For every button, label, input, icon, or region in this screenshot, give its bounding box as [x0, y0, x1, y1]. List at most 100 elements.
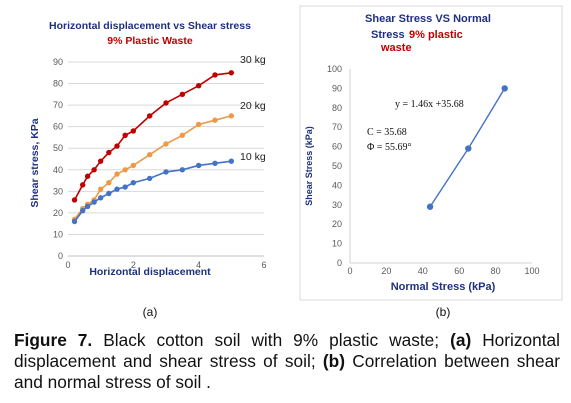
chart-a-point-20-kg-11 [179, 132, 186, 138]
chart-a-subtitle: 9% Plastic Waste [107, 35, 193, 47]
chart-a-point-20-kg-12 [195, 121, 202, 128]
chart-a-y-tick-40: 40 [53, 165, 63, 175]
chart-a-point-30-kg-6 [114, 143, 120, 149]
chart-a-y-tick-80: 80 [53, 79, 63, 89]
chart-b-y-tick-0: 0 [337, 258, 342, 268]
caption-a-label: (a) [450, 330, 472, 350]
chart-a-point-10-kg-14 [228, 158, 235, 164]
chart-b-y-ticks: 0 10 20 30 40 50 60 70 80 90 100 [327, 64, 342, 268]
chart-b-friction-angle: Φ = 55.69° [367, 142, 411, 153]
chart-a-point-10-kg-10 [163, 169, 169, 175]
chart-a-point-10-kg-12 [195, 162, 202, 169]
chart-a-y-tick-90: 90 [53, 57, 63, 67]
chart-a-point-30-kg-4 [97, 158, 104, 164]
chart-a-point-20-kg-6 [114, 171, 120, 177]
chart-a-point-10-kg-7 [122, 184, 128, 190]
chart-a-y-ticks: 0 10 20 30 40 50 60 70 80 90 [53, 57, 63, 261]
chart-b-x-ticks: 0 20 40 60 80 100 [347, 266, 539, 276]
chart-a-point-20-kg-9 [146, 151, 153, 158]
chart-a-point-30-kg-2 [84, 173, 91, 179]
chart-a-point-30-kg-13 [212, 72, 218, 78]
chart-b-y-tick-60: 60 [332, 142, 342, 152]
chart-b-x-tick-0: 0 [347, 266, 352, 276]
chart-a-x-label: Horizontal displacement [89, 266, 211, 278]
chart-a-series-label-30-kg: 30 kg [240, 54, 266, 66]
chart-a-point-10-kg-8 [130, 180, 137, 186]
chart-a-point-10-kg-1 [80, 208, 86, 214]
chart-a-point-30-kg-9 [146, 113, 153, 119]
chart-a-y-tick-50: 50 [53, 143, 63, 153]
chart-a-series-label-20-kg: 20 kg [240, 100, 266, 112]
chart-a-y-label: Shear stress, KPa [29, 118, 41, 207]
chart-a: Horizontal displacement vs Shear stress … [29, 20, 267, 319]
figure: Horizontal displacement vs Shear stress … [29, 5, 563, 319]
chart-a-point-30-kg-7 [122, 132, 128, 138]
chart-a-y-tick-30: 30 [53, 186, 63, 196]
chart-a-point-20-kg-7 [122, 167, 128, 173]
chart-a-point-20-kg-13 [212, 117, 218, 123]
chart-b-axes [349, 69, 532, 264]
chart-a-point-30-kg-5 [106, 149, 112, 156]
chart-a-point-20-kg-8 [130, 162, 137, 169]
chart-a-point-10-kg-0 [71, 218, 78, 225]
chart-b-title-red-line2: waste [380, 42, 412, 54]
chart-a-point-30-kg-10 [163, 100, 169, 106]
chart-a-point-30-kg-1 [80, 182, 86, 188]
chart-a-x-tick-2: 2 [131, 260, 136, 270]
chart-a-series-label-10-kg: 10 kg [240, 151, 266, 163]
chart-b-series [426, 85, 508, 210]
chart-b-panel-label: (b) [436, 305, 451, 319]
chart-b-title: Shear Stress VS Normal [365, 13, 491, 25]
chart-a-series-line-20-kg [73, 115, 232, 220]
chart-a-point-10-kg-11 [179, 167, 186, 173]
chart-a-series-line-30-kg [73, 71, 232, 201]
chart-b-y-tick-40: 40 [332, 180, 342, 190]
chart-b-x-tick-40: 40 [418, 266, 428, 276]
chart-a-title: Horizontal displacement vs Shear stress [49, 20, 251, 32]
chart-a-point-10-kg-2 [84, 203, 91, 210]
caption-label: Figure 7. [14, 330, 93, 350]
chart-a-point-20-kg-4 [97, 186, 104, 192]
chart-a-x-tick-0: 0 [65, 260, 70, 270]
chart-b-point-1 [465, 145, 472, 152]
chart-a-y-tick-70: 70 [53, 100, 63, 110]
chart-a-series [71, 70, 235, 225]
chart-a-point-30-kg-3 [91, 167, 97, 173]
chart-a-y-tick-20: 20 [53, 208, 63, 218]
chart-b-x-label: Normal Stress (kPa) [391, 281, 496, 293]
chart-a-point-30-kg-12 [195, 83, 202, 89]
chart-a-y-tick-0: 0 [58, 251, 63, 261]
chart-b-x-tick-20: 20 [381, 266, 391, 276]
chart-a-y-tick-60: 60 [53, 122, 63, 132]
chart-b-y-tick-50: 50 [332, 161, 342, 171]
chart-b-point-0 [426, 203, 434, 210]
caption-text-1: Black cotton soil with 9% plastic waste; [92, 330, 451, 350]
chart-a-point-30-kg-14 [228, 70, 235, 76]
chart-b-y-tick-90: 90 [332, 83, 342, 93]
chart-a-point-10-kg-3 [91, 199, 97, 205]
chart-a-x-ticks: 0 2 4 6 [65, 260, 266, 270]
caption-text-2: Horizontal displacement and shear stress… [14, 330, 560, 371]
chart-a-point-30-kg-0 [71, 197, 78, 203]
chart-b-y-tick-100: 100 [327, 64, 342, 74]
chart-a-x-tick-4: 4 [196, 260, 201, 270]
chart-b-point-2 [501, 85, 508, 92]
chart-a-panel-label: (a) [143, 305, 158, 319]
chart-a-point-10-kg-9 [146, 175, 153, 182]
chart-b: Shear Stress VS Normal Stress 9% plastic… [299, 5, 563, 319]
chart-a-point-10-kg-5 [106, 190, 112, 197]
chart-b-y-tick-30: 30 [332, 200, 342, 210]
chart-b-title-red: 9% plastic [409, 29, 463, 41]
chart-a-point-30-kg-8 [130, 128, 137, 134]
chart-b-y-label: Shear Stress (kPa) [304, 126, 314, 206]
chart-a-point-20-kg-10 [163, 141, 169, 147]
caption-text-3: Correlation between shear and normal str… [14, 351, 560, 392]
chart-a-series-labels: 30 kg 20 kg 10 kg [240, 54, 266, 163]
chart-b-y-tick-10: 10 [332, 239, 342, 249]
chart-a-point-10-kg-4 [97, 195, 104, 201]
chart-b-x-tick-80: 80 [491, 266, 501, 276]
chart-a-point-10-kg-13 [212, 160, 218, 167]
chart-a-point-10-kg-6 [114, 186, 120, 192]
chart-b-title-line2: Stress [371, 29, 405, 41]
chart-a-point-20-kg-5 [106, 180, 112, 186]
